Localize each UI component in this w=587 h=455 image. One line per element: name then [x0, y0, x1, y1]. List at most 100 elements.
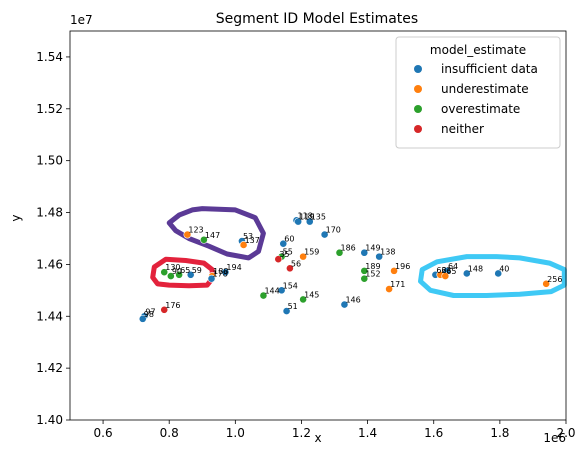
scatter-point: [183, 230, 192, 239]
legend-marker: [414, 85, 422, 93]
scatter-point: [160, 268, 169, 277]
point-label: 64: [448, 262, 458, 271]
y-tick-label: 1.42: [36, 361, 63, 375]
x-offset-label: 1e6: [543, 431, 566, 445]
scatter-point: [360, 266, 369, 275]
point-label: 186: [340, 244, 355, 253]
scatter-point: [390, 266, 398, 275]
x-tick-label: 2.0: [556, 426, 575, 440]
scatter-point: [299, 295, 308, 304]
plot-frame: [69, 30, 567, 421]
point-label: 144: [264, 287, 279, 296]
y-offset-label: 1e7: [70, 13, 93, 27]
scatter-point: [441, 272, 450, 280]
scatter-point: [207, 274, 216, 283]
point-label: 149: [365, 244, 380, 253]
point-label: 53: [243, 232, 253, 241]
scatter-point: [542, 279, 551, 288]
point-label: 170: [326, 226, 341, 235]
scatter-point: [340, 300, 349, 309]
point-label: 196: [395, 262, 410, 271]
scatter-point: [385, 285, 393, 293]
y-axis: 1.40 1.42 1.44 1.46 1.48 1.50 1.52 1.54: [36, 50, 70, 427]
point-label: 63: [441, 266, 451, 275]
scatter-point: [462, 269, 471, 278]
y-tick-label: 1.48: [36, 206, 63, 220]
legend-label: overestimate: [441, 102, 520, 116]
point-label: 152: [365, 270, 380, 279]
scatter-point: [175, 270, 184, 279]
scatter-point: [166, 272, 175, 280]
scatter-point: [360, 274, 369, 283]
annotation-layer: [150, 206, 567, 298]
legend-label: insufficient data: [441, 62, 538, 76]
point-label: 138: [380, 248, 395, 257]
scatter-point: [186, 270, 195, 279]
point-label: 119: [299, 213, 314, 222]
point-label: 130: [165, 263, 180, 272]
scatter-point: [239, 241, 248, 249]
chart-title: Segment ID Model Estimates: [216, 11, 418, 27]
scatter-point: [305, 217, 314, 226]
legend-entries: insufficient data underestimate overestima…: [414, 62, 538, 136]
point-label: 55: [283, 248, 293, 257]
scatter-point: [285, 264, 294, 273]
legend-title: model_estimate: [430, 43, 526, 57]
x-tick-label: 1.0: [226, 426, 245, 440]
point-label: 176: [165, 301, 180, 310]
scatter-point: [335, 248, 344, 257]
point-label: 123: [188, 226, 203, 235]
scatter-point: [375, 252, 384, 261]
legend: model_estimate insufficient data underest…: [395, 36, 561, 149]
scatter-point: [282, 307, 291, 315]
scatter-point: [277, 286, 286, 295]
x-tick-label: 1.6: [424, 426, 443, 440]
scatter-point: [294, 217, 303, 226]
x-tick-label: 1.4: [358, 426, 377, 440]
y-tick-label: 1.54: [36, 50, 63, 64]
point-label: 147: [205, 231, 220, 240]
point-label: 40: [499, 264, 509, 273]
point-label: 65: [446, 267, 456, 276]
point-label: 159: [304, 248, 319, 257]
point-label: 97: [145, 307, 155, 316]
legend-marker: [414, 125, 422, 133]
x-tick-label: 1.8: [490, 426, 509, 440]
point-label: 189: [365, 262, 380, 271]
annotation-loop: [166, 206, 266, 261]
points-layer: [138, 216, 551, 323]
point-label: 178: [213, 270, 228, 279]
point-label: 146: [345, 296, 360, 305]
point-label: 145: [304, 290, 319, 299]
point-label: 154: [283, 281, 298, 290]
point-label: 62: [436, 266, 446, 275]
y-axis-label: y: [9, 214, 23, 221]
point-label: 188: [213, 267, 228, 276]
annotation-loop: [418, 254, 567, 298]
x-tick-label: 1.2: [292, 426, 311, 440]
y-tick-label: 1.50: [36, 154, 63, 168]
point-label: 194: [226, 263, 241, 272]
point-label: 137: [245, 236, 260, 245]
y-tick-label: 1.46: [36, 257, 63, 271]
scatter-point: [274, 255, 283, 264]
scatter-point: [200, 235, 208, 244]
point-label: 118: [298, 211, 313, 220]
y-tick-label: 1.52: [36, 102, 63, 116]
point-label: 135: [311, 213, 326, 222]
scatter-point: [494, 269, 503, 278]
point-label: 60: [284, 235, 294, 244]
point-label: 90: [172, 267, 182, 276]
legend-marker: [414, 105, 422, 113]
y-tick-label: 1.40: [36, 413, 63, 427]
x-axis-label: x: [314, 431, 321, 445]
x-tick-label: 0.8: [160, 426, 179, 440]
point-label: 148: [468, 264, 483, 273]
point-label: 171: [390, 280, 405, 289]
point-label: 56: [291, 259, 301, 268]
point-label: 98: [144, 310, 154, 319]
point-label: 59: [192, 266, 202, 275]
y-tick-label: 1.44: [36, 309, 63, 323]
scatter-point: [138, 314, 147, 323]
